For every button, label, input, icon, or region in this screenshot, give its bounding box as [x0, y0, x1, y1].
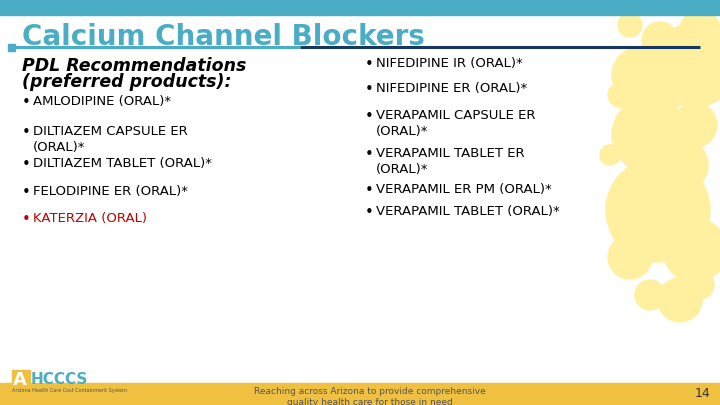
Text: VERAPAMIL ER PM (ORAL)*: VERAPAMIL ER PM (ORAL)*: [376, 183, 552, 196]
Text: 14: 14: [695, 387, 711, 400]
Text: •: •: [365, 147, 374, 162]
Text: VERAPAMIL TABLET ER
(ORAL)*: VERAPAMIL TABLET ER (ORAL)*: [376, 147, 525, 175]
Circle shape: [606, 191, 634, 219]
Text: PDL Recommendations: PDL Recommendations: [22, 57, 246, 75]
Text: NIFEDIPINE IR (ORAL)*: NIFEDIPINE IR (ORAL)*: [376, 57, 523, 70]
Circle shape: [635, 280, 665, 310]
Circle shape: [652, 137, 708, 193]
Text: FELODIPINE ER (ORAL)*: FELODIPINE ER (ORAL)*: [33, 185, 188, 198]
Circle shape: [658, 278, 702, 322]
Circle shape: [608, 83, 632, 107]
Text: VERAPAMIL TABLET (ORAL)*: VERAPAMIL TABLET (ORAL)*: [376, 205, 559, 218]
Bar: [8, 44, 15, 51]
Text: •: •: [365, 57, 374, 72]
Text: Arizona Health Care Cost Containment System: Arizona Health Care Cost Containment Sys…: [12, 388, 127, 393]
Text: •: •: [365, 82, 374, 97]
Text: •: •: [22, 157, 31, 172]
Text: •: •: [22, 95, 31, 110]
Circle shape: [606, 158, 710, 262]
Circle shape: [652, 72, 688, 108]
Circle shape: [653, 23, 720, 107]
Circle shape: [680, 10, 720, 50]
Bar: [12, 370, 30, 392]
Text: VERAPAMIL CAPSULE ER
(ORAL)*: VERAPAMIL CAPSULE ER (ORAL)*: [376, 109, 536, 138]
Text: •: •: [365, 183, 374, 198]
Bar: [0, 0, 720, 15]
Circle shape: [608, 235, 652, 279]
Text: AMLODIPINE (ORAL)*: AMLODIPINE (ORAL)*: [33, 95, 171, 108]
Circle shape: [686, 271, 714, 299]
Text: DILTIAZEM TABLET (ORAL)*: DILTIAZEM TABLET (ORAL)*: [33, 157, 212, 170]
Bar: [0, 383, 720, 405]
Text: A: A: [13, 371, 27, 389]
Text: •: •: [22, 125, 31, 140]
Text: (preferred products):: (preferred products):: [22, 73, 232, 91]
Text: DILTIAZEM CAPSULE ER
(ORAL)*: DILTIAZEM CAPSULE ER (ORAL)*: [33, 125, 188, 153]
Circle shape: [673, 103, 717, 147]
Circle shape: [660, 205, 680, 225]
Circle shape: [642, 22, 678, 58]
Text: •: •: [365, 109, 374, 124]
Text: •: •: [22, 212, 31, 227]
Circle shape: [612, 97, 688, 173]
Circle shape: [600, 145, 620, 165]
Text: KATERZIA (ORAL): KATERZIA (ORAL): [33, 212, 147, 225]
Text: Reaching across Arizona to provide comprehensive
quality health care for those i: Reaching across Arizona to provide compr…: [254, 387, 486, 405]
Text: HCCCS: HCCCS: [31, 372, 89, 387]
Circle shape: [663, 218, 720, 282]
Text: NIFEDIPINE ER (ORAL)*: NIFEDIPINE ER (ORAL)*: [376, 82, 527, 95]
Text: •: •: [365, 205, 374, 220]
Text: Calcium Channel Blockers: Calcium Channel Blockers: [22, 23, 425, 51]
Circle shape: [618, 13, 642, 37]
Text: •: •: [22, 185, 31, 200]
Circle shape: [612, 47, 668, 103]
